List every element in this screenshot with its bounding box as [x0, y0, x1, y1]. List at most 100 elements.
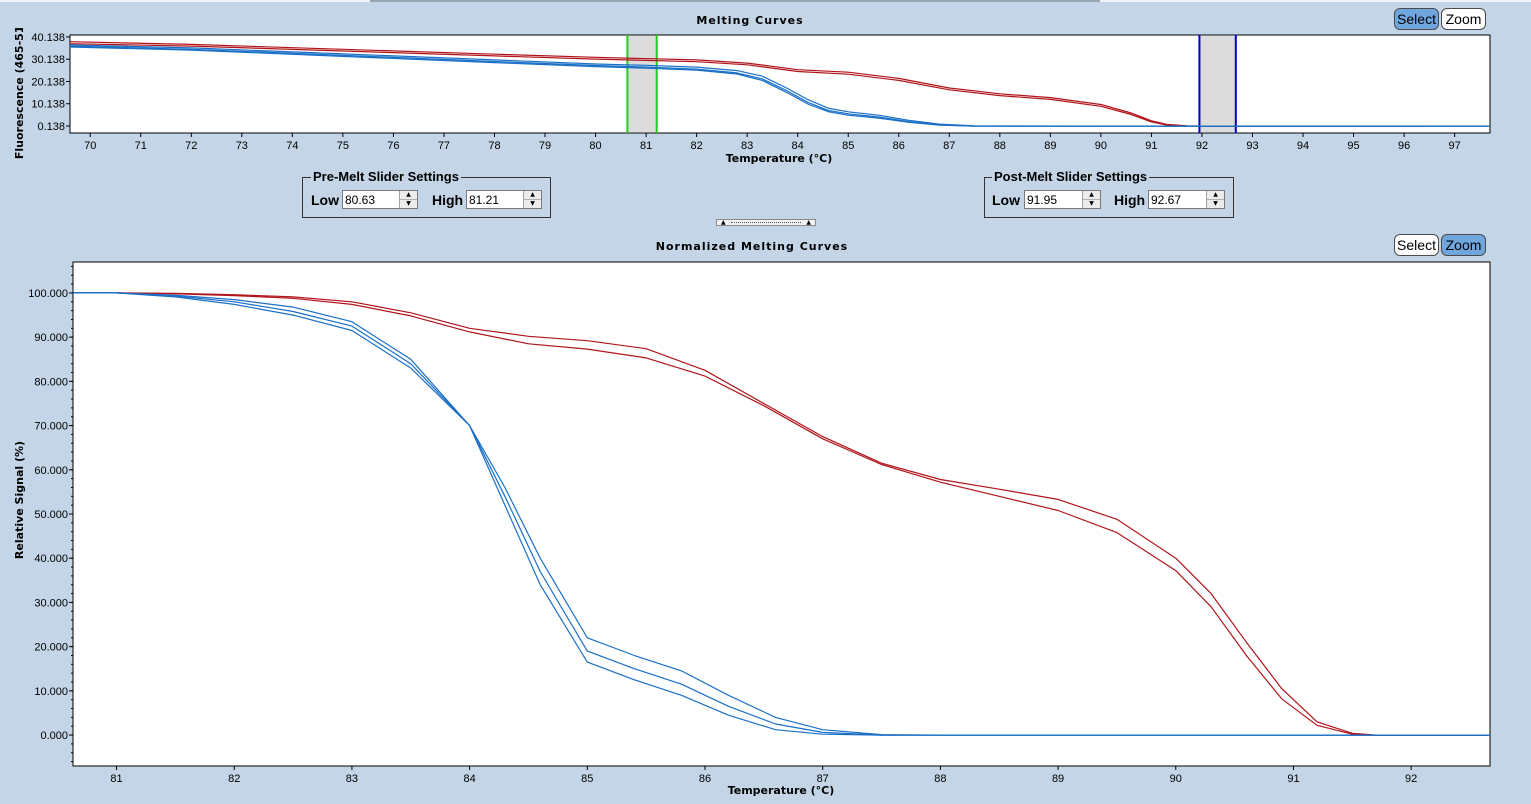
blue-curve — [73, 292, 1490, 736]
y-tick-label: 0.138 — [37, 121, 65, 133]
post-melt-window — [1199, 36, 1236, 132]
y-tick-label: 20.000 — [34, 642, 68, 654]
normalized-melting-curves-title: Normalized Melting Curves — [655, 240, 849, 253]
x-tick-label: 86 — [699, 773, 711, 785]
x-tick-label: 71 — [135, 140, 147, 152]
y-tick-label: 30.138 — [31, 54, 65, 66]
post-melt-high-label: High — [1114, 192, 1146, 208]
x-tick-label: 87 — [943, 140, 955, 152]
bottom-y-axis-label: Relative Signal (%) — [13, 441, 26, 559]
x-tick-label: 88 — [994, 140, 1006, 152]
post-melt-low-input[interactable] — [1026, 192, 1081, 207]
x-tick-label: 82 — [228, 773, 240, 785]
spin-up-icon[interactable]: ▲ — [1207, 191, 1224, 200]
x-tick-label: 92 — [1196, 140, 1208, 152]
x-tick-label: 89 — [1052, 773, 1064, 785]
bottom-select-button[interactable]: Select — [1394, 234, 1439, 256]
tab-strip-edge — [370, 0, 1100, 2]
pre-melt-high-stepper[interactable]: ▲ ▼ — [466, 190, 542, 209]
pre-melt-low-arrows[interactable]: ▲ ▼ — [399, 191, 417, 208]
spin-down-icon[interactable]: ▼ — [400, 200, 417, 208]
y-tick-label: 80.000 — [34, 376, 68, 388]
top-x-axis-label: Temperature (°C) — [726, 152, 833, 165]
top-select-button[interactable]: Select — [1394, 8, 1439, 30]
x-tick-label: 89 — [1044, 140, 1056, 152]
red-curve — [73, 292, 1490, 736]
post-melt-slider-settings: Post-Melt Slider Settings Low ▲ ▼ High ▲… — [984, 169, 1234, 218]
x-tick-label: 92 — [1405, 773, 1417, 785]
x-tick-label: 76 — [387, 140, 399, 152]
pre-melt-low-stepper[interactable]: ▲ ▼ — [342, 190, 418, 209]
y-tick-label: 60.000 — [34, 465, 68, 477]
x-tick-label: 90 — [1170, 773, 1182, 785]
red-curve — [73, 292, 1490, 736]
x-tick-label: 84 — [463, 773, 475, 785]
x-tick-label: 80 — [589, 140, 601, 152]
x-tick-label: 75 — [337, 140, 349, 152]
post-melt-high-stepper[interactable]: ▲ ▼ — [1148, 190, 1225, 209]
blue-curve — [73, 292, 1490, 736]
y-tick-label: 70.000 — [34, 421, 68, 433]
post-melt-low-stepper[interactable]: ▲ ▼ — [1024, 190, 1101, 209]
splitter-up-icon: ▲ — [806, 219, 811, 226]
melting-curves-title: Melting Curves — [696, 14, 804, 27]
x-tick-label: 95 — [1347, 140, 1359, 152]
post-melt-legend: Post-Melt Slider Settings — [992, 169, 1150, 184]
x-tick-label: 85 — [581, 773, 593, 785]
pre-melt-window — [627, 36, 657, 132]
pre-melt-high-arrows[interactable]: ▲ ▼ — [523, 191, 541, 208]
top-zoom-button[interactable]: Zoom — [1441, 8, 1486, 30]
normalized-melting-curves-chart[interactable]: 81 82 83 84 85 86 87 88 89 90 91 92 100.000 90.000 80… — [0, 256, 1531, 804]
x-tick-label: 74 — [286, 140, 298, 152]
blue-curve — [69, 44, 1490, 127]
blue-curve — [69, 46, 1490, 127]
y-tick-label: 100.000 — [28, 288, 68, 300]
x-tick-label: 79 — [539, 140, 551, 152]
melting-plot-area — [69, 34, 1491, 134]
y-tick-label: 20.138 — [31, 76, 65, 88]
pre-melt-slider-settings: Pre-Melt Slider Settings Low ▲ ▼ High ▲ … — [302, 169, 551, 218]
panel-splitter-handle[interactable]: ▲ ▲ — [716, 219, 816, 226]
splitter-up-icon: ▲ — [721, 219, 726, 226]
bottom-x-axis-label: Temperature (°C) — [728, 784, 835, 797]
post-melt-high-arrows[interactable]: ▲ ▼ — [1206, 191, 1224, 208]
pre-melt-high-input[interactable] — [468, 192, 523, 207]
x-tick-label: 87 — [817, 773, 829, 785]
spin-down-icon[interactable]: ▼ — [1083, 200, 1100, 208]
y-tick-label: 30.000 — [34, 597, 68, 609]
pre-melt-legend: Pre-Melt Slider Settings — [311, 169, 461, 184]
y-tick-label: 50.000 — [34, 509, 68, 521]
x-tick-label: 91 — [1145, 140, 1157, 152]
normalized-plot-area — [72, 261, 1491, 767]
x-tick-label: 84 — [792, 140, 804, 152]
spin-down-icon[interactable]: ▼ — [1207, 200, 1224, 208]
x-tick-label: 73 — [236, 140, 248, 152]
x-tick-label: 83 — [346, 773, 358, 785]
post-melt-low-arrows[interactable]: ▲ ▼ — [1082, 191, 1100, 208]
pre-melt-low-input[interactable] — [344, 192, 399, 207]
x-tick-label: 78 — [488, 140, 500, 152]
spin-up-icon[interactable]: ▲ — [524, 191, 541, 200]
y-tick-label: 90.000 — [34, 332, 68, 344]
x-tick-label: 93 — [1246, 140, 1258, 152]
post-melt-high-input[interactable] — [1150, 192, 1205, 207]
melting-curves-chart[interactable]: 70 71 72 73 74 75 76 77 78 79 80 81 82 83 84 85 86 87 88 89… — [0, 28, 1531, 168]
y-tick-label: 10.138 — [31, 99, 65, 111]
x-tick-label: 97 — [1449, 140, 1461, 152]
x-tick-label: 83 — [741, 140, 753, 152]
y-tick-label: 40.000 — [34, 553, 68, 565]
y-tick-label: 0.000 — [40, 730, 68, 742]
spin-up-icon[interactable]: ▲ — [400, 191, 417, 200]
x-tick-label: 96 — [1398, 140, 1410, 152]
spin-down-icon[interactable]: ▼ — [524, 200, 541, 208]
x-tick-label: 91 — [1287, 773, 1299, 785]
x-tick-label: 88 — [934, 773, 946, 785]
x-tick-label: 94 — [1297, 140, 1309, 152]
blue-curve — [73, 292, 1490, 736]
x-tick-label: 70 — [84, 140, 96, 152]
y-tick-label: 10.000 — [34, 686, 68, 698]
x-tick-label: 81 — [110, 773, 122, 785]
spin-up-icon[interactable]: ▲ — [1083, 191, 1100, 200]
bottom-zoom-button[interactable]: Zoom — [1441, 234, 1486, 256]
x-tick-label: 90 — [1095, 140, 1107, 152]
